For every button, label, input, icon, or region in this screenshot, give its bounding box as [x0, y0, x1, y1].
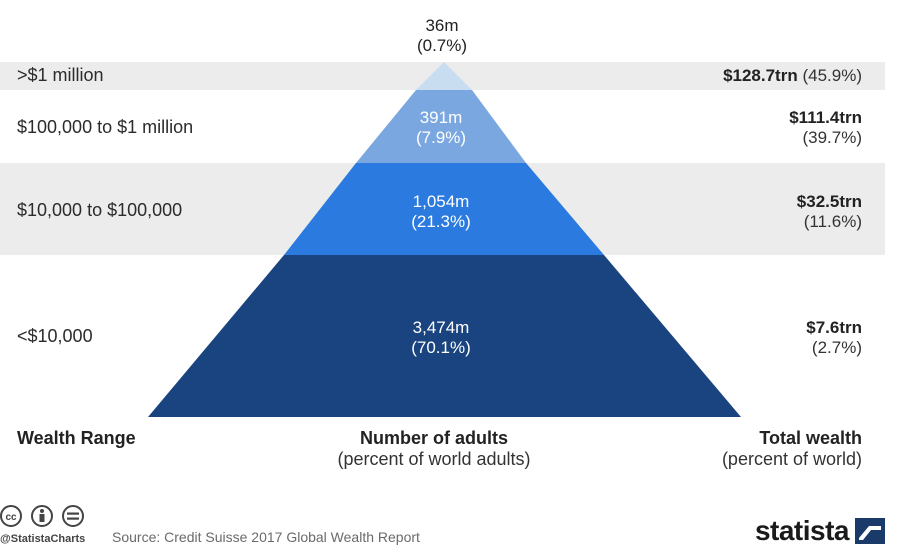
pyramid-tier-10k-100k — [284, 163, 604, 255]
adults-count: 36m — [425, 16, 459, 35]
statista-logo[interactable]: statista — [755, 515, 885, 547]
adults-count: 391m — [419, 108, 463, 127]
adults-percent: (70.1%) — [411, 338, 471, 357]
range-label-1m-plus: >$1 million — [17, 65, 104, 85]
adults-percent: (7.9%) — [415, 128, 467, 147]
header-adults-subtitle: (percent of world adults) — [337, 449, 531, 469]
pyramid-tier-under-10k — [148, 255, 741, 417]
adults-label-1m-plus: 36m (0.7%) — [417, 16, 467, 56]
wealth-amount: $7.6trn — [806, 318, 862, 337]
pyramid-tier-100k-1m — [356, 90, 526, 163]
range-label-10k-100k: $10,000 to $100,000 — [17, 200, 183, 220]
header-wealth-subtitle: (percent of world) — [721, 449, 862, 469]
pyramid-tier-1m-plus — [416, 62, 472, 90]
adults-count: 3,474m — [412, 318, 470, 337]
wealth-label-under-10k: $7.6trn (2.7%) — [806, 318, 862, 358]
wealth-percent: (45.9%) — [802, 66, 862, 85]
adults-label-10k-100k: 1,054m (21.3%) — [411, 192, 471, 232]
wealth-label-10k-100k: $32.5trn (11.6%) — [797, 192, 862, 232]
statista-wordmark: statista — [754, 515, 850, 546]
cc-icon: cc — [0, 505, 22, 527]
wealth-amount: $111.4trn — [789, 108, 862, 127]
header-adults-title: Number of adults — [359, 428, 508, 448]
statista-charts-handle: @StatistaCharts — [0, 533, 86, 545]
range-label-100k-1m: $100,000 to $1 million — [17, 117, 194, 137]
wealth-label-1m-plus: $128.7trn (45.9%) — [723, 66, 862, 86]
source-note: Source: Credit Suisse 2017 Global Wealth… — [112, 529, 420, 545]
wealth-percent: (39.7%) — [802, 128, 862, 147]
creative-commons-icons: cc — [0, 505, 84, 527]
attribution-icon — [31, 505, 53, 527]
svg-text:cc: cc — [5, 512, 17, 523]
wealth-amount: $32.5trn — [796, 192, 862, 211]
range-label-under-10k: <$10,000 — [17, 326, 93, 346]
adults-percent: (0.7%) — [416, 36, 468, 55]
no-derivatives-icon — [62, 505, 84, 527]
adults-count: 1,054m — [412, 192, 470, 211]
header-wealth-range: Wealth Range — [17, 428, 136, 448]
wealth-amount: $128.7trn — [723, 66, 798, 85]
wealth-percent: (11.6%) — [803, 212, 862, 231]
statista-logo-icon — [855, 518, 885, 544]
wealth-percent: (2.7%) — [811, 338, 862, 357]
adults-label-under-10k: 3,474m (70.1%) — [411, 318, 471, 358]
header-wealth-title: Total wealth — [759, 428, 862, 448]
header-number-of-adults: Number of adults (percent of world adult… — [337, 428, 530, 470]
adults-label-100k-1m: 391m (7.9%) — [416, 108, 466, 148]
adults-percent: (21.3%) — [411, 212, 471, 231]
header-total-wealth: Total wealth (percent of world) — [722, 428, 862, 470]
wealth-label-100k-1m: $111.4trn (39.7%) — [789, 108, 862, 148]
